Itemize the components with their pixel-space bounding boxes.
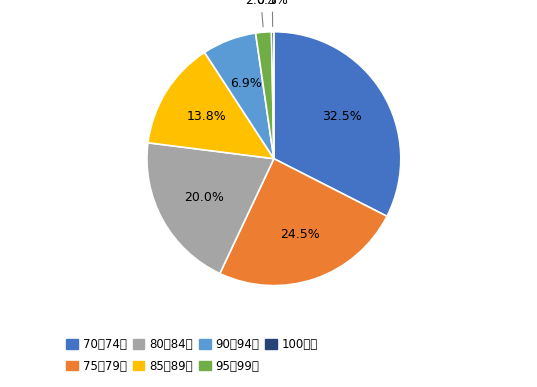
Wedge shape <box>256 32 274 159</box>
Wedge shape <box>147 143 274 274</box>
Text: 32.5%: 32.5% <box>322 110 362 123</box>
Text: 6.9%: 6.9% <box>230 77 262 90</box>
Wedge shape <box>274 32 401 216</box>
Wedge shape <box>272 32 274 159</box>
Text: 2.0%: 2.0% <box>245 0 277 27</box>
Wedge shape <box>148 52 274 159</box>
Wedge shape <box>205 33 274 159</box>
Text: 20.0%: 20.0% <box>184 191 224 204</box>
Wedge shape <box>220 159 387 286</box>
Text: 13.8%: 13.8% <box>186 110 226 123</box>
Text: 0.3%: 0.3% <box>257 0 288 26</box>
Text: 24.5%: 24.5% <box>280 228 320 241</box>
Legend: 70～74歳, 75～79歳, 80～84歳, 85～89歳, 90～94歳, 95～99歳, 100歳～: 70～74歳, 75～79歳, 80～84歳, 85～89歳, 90～94歳, … <box>64 336 320 375</box>
